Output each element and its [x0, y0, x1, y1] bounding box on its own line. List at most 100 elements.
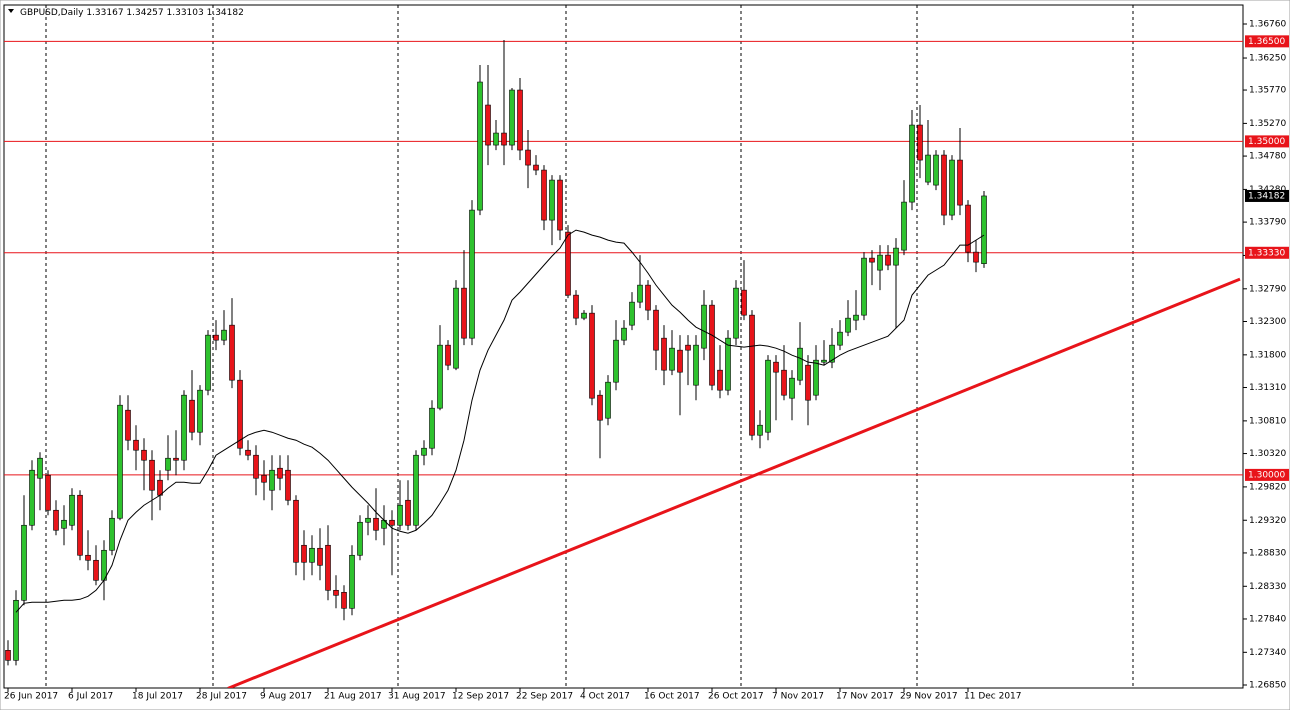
candle-body: [293, 499, 299, 563]
candle-body: [733, 287, 739, 339]
level-label-box: [1245, 35, 1289, 48]
level-label: 1.35000: [1248, 137, 1285, 147]
x-tick-label: 12 Sep 2017: [452, 692, 509, 702]
candle-body: [773, 361, 779, 373]
candle-body: [341, 591, 347, 609]
candle-body: [397, 504, 403, 526]
y-tick-label: 1.29820: [1249, 482, 1286, 492]
y-tick-label: 1.35270: [1249, 119, 1286, 129]
quote-close: 1.34182: [207, 8, 244, 18]
x-tick-label: 22 Sep 2017: [516, 692, 573, 702]
candle-body: [205, 334, 211, 391]
candle-body: [645, 284, 651, 311]
x-tick-label: 9 Aug 2017: [260, 692, 312, 702]
candle-body: [45, 474, 51, 511]
candle-body: [429, 407, 435, 449]
symbol-title: GBPUSD,Daily: [20, 8, 84, 18]
x-tick-label: 21 Aug 2017: [324, 692, 382, 702]
last-price-label: 1.34182: [1248, 191, 1285, 201]
level-label-box: [1245, 246, 1289, 259]
candle-body: [693, 344, 699, 386]
candle-body: [125, 409, 131, 441]
candle-body: [957, 159, 963, 206]
candle-body: [165, 457, 171, 471]
candle-body: [29, 469, 35, 526]
quote-high: 1.34257: [126, 8, 163, 18]
candle-body: [157, 479, 163, 496]
candle-body: [117, 404, 123, 519]
candle-body: [605, 381, 611, 419]
level-label: 1.33330: [1248, 248, 1285, 258]
quote-low: 1.33103: [167, 8, 204, 18]
x-tick-label: 26 Oct 2017: [708, 692, 764, 702]
candle-body: [725, 337, 731, 391]
y-tick-label: 1.32790: [1249, 284, 1286, 294]
candle-body: [269, 469, 275, 491]
candle-body: [517, 89, 523, 151]
candle-body: [149, 459, 155, 491]
candle-body: [885, 254, 891, 266]
candle-body: [709, 304, 715, 386]
y-tick-label: 1.27340: [1249, 648, 1286, 658]
candle-body: [741, 289, 747, 316]
candle-body: [981, 195, 987, 264]
candle-body: [797, 347, 803, 381]
candle-body: [581, 312, 587, 319]
candle-body: [389, 519, 395, 526]
candle-body: [629, 301, 635, 326]
candle-body: [501, 132, 507, 146]
candle-body: [365, 517, 371, 523]
candle-body: [509, 89, 515, 146]
candle-body: [613, 339, 619, 383]
candle-body: [5, 650, 11, 661]
candle-body: [309, 547, 315, 563]
candle-body: [349, 554, 355, 609]
x-tick-label: 16 Oct 2017: [644, 692, 700, 702]
candle-body: [717, 369, 723, 391]
candle-body: [805, 364, 811, 401]
candle-body: [317, 547, 323, 566]
candle-body: [861, 257, 867, 316]
candle-body: [133, 439, 139, 451]
candle-body: [637, 284, 643, 303]
candle-body: [749, 314, 755, 436]
candle-body: [549, 179, 555, 221]
x-tick-label: 17 Nov 2017: [836, 692, 894, 702]
candle-body: [669, 347, 675, 371]
level-label: 1.30000: [1248, 470, 1285, 480]
level-label-box: [1245, 468, 1289, 481]
candle-body: [893, 247, 899, 266]
x-tick-label: 11 Dec 2017: [964, 692, 1022, 702]
candle-body: [77, 494, 83, 556]
candle-body: [181, 394, 187, 461]
candle-body: [373, 517, 379, 531]
candle-body: [221, 329, 227, 341]
candle-body: [229, 324, 235, 381]
y-tick-label: 1.29320: [1249, 516, 1286, 526]
candle-body: [573, 294, 579, 319]
candle-body: [453, 287, 459, 369]
y-tick-label: 1.27840: [1249, 614, 1286, 624]
level-label: 1.36500: [1248, 37, 1285, 47]
candle-body: [237, 379, 243, 449]
x-tick-label: 29 Nov 2017: [900, 692, 958, 702]
candle-body: [949, 159, 955, 216]
candle-body: [677, 349, 683, 373]
quote-open: 1.33167: [86, 8, 123, 18]
moving-average: [15, 229, 985, 613]
candle-body: [413, 454, 419, 526]
candle-body: [53, 509, 59, 531]
candle-body: [405, 499, 411, 526]
candle-body: [437, 344, 443, 409]
candle-body: [485, 104, 491, 146]
candle-body: [357, 521, 363, 556]
menu-arrow[interactable]: [8, 9, 14, 13]
candle-body: [13, 599, 19, 661]
y-tick-label: 1.30320: [1249, 449, 1286, 459]
candle-body: [93, 559, 99, 581]
candle-body: [933, 154, 939, 186]
candle-body: [589, 312, 595, 399]
candle-body: [333, 589, 339, 596]
x-tick-label: 31 Aug 2017: [388, 692, 446, 702]
